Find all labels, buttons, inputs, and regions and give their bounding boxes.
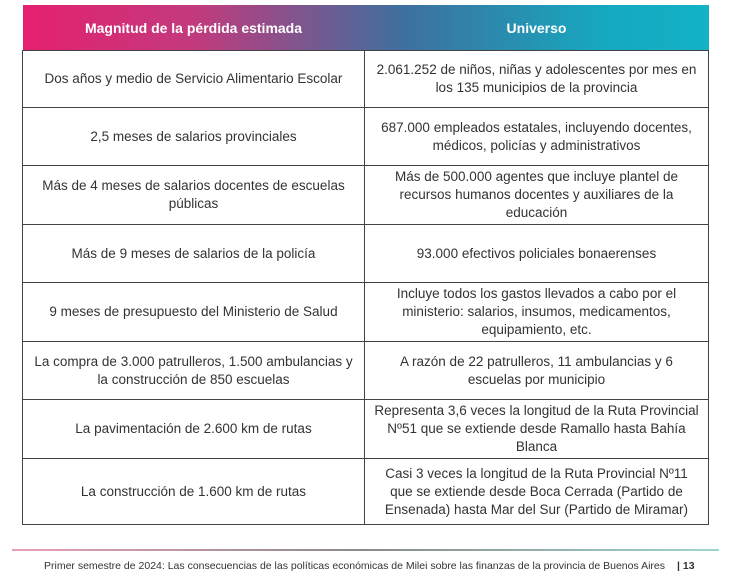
- cell-universe: 687.000 empleados estatales, incluyendo …: [364, 107, 709, 166]
- cell-magnitude: Más de 4 meses de salarios docentes de e…: [22, 165, 365, 225]
- cell-magnitude: La construcción de 1.600 km de rutas: [22, 458, 365, 525]
- header-universe: Universo: [506, 19, 567, 36]
- loss-table: Magnitud de la pérdida estimada Universo…: [22, 5, 709, 525]
- table-row: Más de 4 meses de salarios docentes de e…: [22, 165, 709, 225]
- table-row: La construcción de 1.600 km de rutas Casi…: [22, 458, 709, 525]
- table-row: Dos años y medio de Servicio Alimentario…: [22, 50, 709, 108]
- cell-universe: 93.000 efectivos policiales bonaerenses: [364, 224, 709, 283]
- table-row: 2,5 meses de salarios provinciales 687.00…: [22, 107, 709, 166]
- table-row: La compra de 3.000 patrulleros, 1.500 am…: [22, 341, 709, 400]
- footer-text: Primer semestre de 2024: Las consecuenci…: [44, 560, 665, 572]
- footer: Primer semestre de 2024: Las consecuenci…: [44, 560, 695, 572]
- cell-magnitude: La compra de 3.000 patrulleros, 1.500 am…: [22, 341, 365, 400]
- cell-universe: Más de 500.000 agentes que incluye plant…: [364, 165, 709, 225]
- table-row: La pavimentación de 2.600 km de rutas Rep…: [22, 399, 709, 459]
- cell-magnitude: La pavimentación de 2.600 km de rutas: [22, 399, 365, 459]
- header-magnitude: Magnitud de la pérdida estimada: [84, 19, 303, 36]
- cell-magnitude: Dos años y medio de Servicio Alimentario…: [22, 50, 365, 108]
- page-number: | 13: [677, 560, 695, 572]
- cell-magnitude: Más de 9 meses de salarios de la policía: [22, 224, 365, 283]
- cell-universe: Representa 3,6 veces la longitud de la R…: [364, 399, 709, 459]
- cell-magnitude: 9 meses de presupuesto del Ministerio de…: [22, 282, 365, 342]
- cell-universe: Casi 3 veces la longitud de la Ruta Prov…: [364, 458, 709, 525]
- table-row: Más de 9 meses de salarios de la policía…: [22, 224, 709, 283]
- cell-magnitude: 2,5 meses de salarios provinciales: [22, 107, 365, 166]
- cell-universe: A razón de 22 patrulleros, 11 ambulancia…: [364, 341, 709, 400]
- table-header: Magnitud de la pérdida estimada Universo: [22, 5, 709, 51]
- table-row: 9 meses de presupuesto del Ministerio de…: [22, 282, 709, 342]
- footer-divider: [12, 549, 719, 551]
- cell-universe: 2.061.252 de niños, niñas y adolescentes…: [364, 50, 709, 108]
- cell-universe: Incluye todos los gastos llevados a cabo…: [364, 282, 709, 342]
